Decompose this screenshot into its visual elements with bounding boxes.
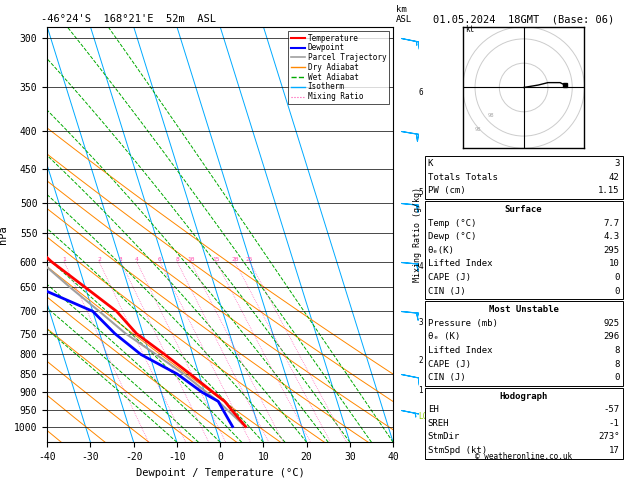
Text: Totals Totals: Totals Totals (428, 173, 498, 182)
Text: SREH: SREH (428, 419, 449, 428)
Text: Pressure (mb): Pressure (mb) (428, 319, 498, 328)
Text: θₑ(K): θₑ(K) (428, 246, 455, 255)
Text: 8: 8 (175, 257, 179, 261)
Text: CIN (J): CIN (J) (428, 373, 465, 382)
Text: -57: -57 (603, 405, 620, 414)
Text: 2: 2 (418, 356, 423, 365)
Text: Dewp (°C): Dewp (°C) (428, 232, 476, 241)
Text: Mixing Ratio (g/kg): Mixing Ratio (g/kg) (413, 187, 421, 282)
Text: 5: 5 (418, 188, 423, 197)
Text: 10: 10 (187, 257, 194, 261)
Text: 1.15: 1.15 (598, 187, 620, 195)
Text: Most Unstable: Most Unstable (489, 305, 559, 314)
Text: 25: 25 (246, 257, 253, 261)
Text: 98: 98 (475, 127, 482, 132)
Text: Lifted Index: Lifted Index (428, 346, 493, 355)
Text: -1: -1 (609, 419, 620, 428)
Text: StmSpd (kt): StmSpd (kt) (428, 446, 487, 455)
Text: -46°24'S  168°21'E  52m  ASL: -46°24'S 168°21'E 52m ASL (41, 14, 216, 24)
Text: Lifted Index: Lifted Index (428, 260, 493, 268)
Text: 925: 925 (603, 319, 620, 328)
Text: 296: 296 (603, 332, 620, 341)
Text: 0: 0 (614, 273, 620, 282)
Text: θₑ (K): θₑ (K) (428, 332, 460, 341)
Text: 8: 8 (614, 360, 620, 368)
Text: 0: 0 (614, 373, 620, 382)
Text: kt: kt (465, 25, 474, 34)
Text: 6: 6 (418, 87, 423, 97)
Text: Surface: Surface (505, 205, 542, 214)
Text: CAPE (J): CAPE (J) (428, 273, 470, 282)
Text: PW (cm): PW (cm) (428, 187, 465, 195)
Text: 2: 2 (97, 257, 101, 261)
Text: StmDir: StmDir (428, 433, 460, 441)
Text: K: K (428, 159, 433, 168)
Text: 42: 42 (609, 173, 620, 182)
Text: 20: 20 (231, 257, 238, 261)
Text: Hodograph: Hodograph (499, 392, 548, 400)
Text: 3: 3 (614, 159, 620, 168)
Y-axis label: hPa: hPa (0, 225, 8, 244)
Text: 4: 4 (135, 257, 138, 261)
Text: 15: 15 (213, 257, 220, 261)
Text: Temp (°C): Temp (°C) (428, 219, 476, 227)
Text: 0: 0 (614, 287, 620, 295)
Text: 98: 98 (487, 113, 494, 118)
Text: CIN (J): CIN (J) (428, 287, 465, 295)
Text: 1: 1 (62, 257, 66, 261)
Text: 8: 8 (614, 346, 620, 355)
Text: 7.7: 7.7 (603, 219, 620, 227)
Text: EH: EH (428, 405, 438, 414)
Text: 1: 1 (418, 386, 423, 395)
Legend: Temperature, Dewpoint, Parcel Trajectory, Dry Adiabat, Wet Adiabat, Isotherm, Mi: Temperature, Dewpoint, Parcel Trajectory… (287, 31, 389, 104)
Text: 10: 10 (609, 260, 620, 268)
Text: 6: 6 (158, 257, 162, 261)
Text: LCL: LCL (418, 412, 432, 421)
Text: 4.3: 4.3 (603, 232, 620, 241)
Text: 3: 3 (418, 318, 423, 327)
Text: 01.05.2024  18GMT  (Base: 06): 01.05.2024 18GMT (Base: 06) (433, 14, 615, 24)
Text: 17: 17 (609, 446, 620, 455)
Text: 295: 295 (603, 246, 620, 255)
X-axis label: Dewpoint / Temperature (°C): Dewpoint / Temperature (°C) (136, 468, 304, 478)
Text: 4: 4 (418, 262, 423, 271)
Text: 273°: 273° (598, 433, 620, 441)
Text: CAPE (J): CAPE (J) (428, 360, 470, 368)
Text: 3: 3 (119, 257, 123, 261)
Text: © weatheronline.co.uk: © weatheronline.co.uk (475, 452, 572, 461)
Text: km
ASL: km ASL (396, 5, 413, 24)
